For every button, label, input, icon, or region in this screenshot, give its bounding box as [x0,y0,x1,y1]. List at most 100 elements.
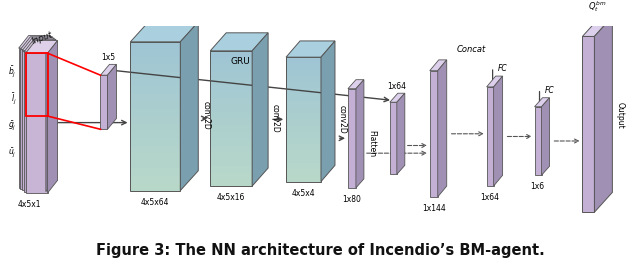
Polygon shape [210,105,252,112]
Polygon shape [131,139,180,146]
Polygon shape [286,82,321,88]
Text: conv2D: conv2D [271,104,280,133]
Polygon shape [430,60,447,71]
Polygon shape [286,144,321,151]
Polygon shape [20,37,52,49]
Polygon shape [534,98,550,107]
Polygon shape [131,101,180,109]
Polygon shape [131,161,180,168]
Polygon shape [180,22,198,191]
Polygon shape [131,183,180,191]
Polygon shape [210,98,252,105]
Polygon shape [582,36,595,212]
Polygon shape [493,76,502,186]
Polygon shape [390,93,405,102]
Polygon shape [430,71,438,197]
Polygon shape [286,70,321,76]
Polygon shape [286,132,321,138]
Polygon shape [26,41,58,53]
Polygon shape [40,36,51,188]
Polygon shape [131,49,180,57]
Polygon shape [390,102,397,174]
Polygon shape [131,42,180,49]
Polygon shape [210,172,252,179]
Polygon shape [22,38,54,51]
Polygon shape [108,64,116,129]
Text: $Q_t^{bm}$: $Q_t^{bm}$ [588,0,607,14]
Polygon shape [47,41,58,193]
Polygon shape [286,151,321,157]
Text: $\bar{u}_j$: $\bar{u}_j$ [8,146,17,159]
Polygon shape [210,33,268,51]
Polygon shape [131,146,180,154]
Polygon shape [131,176,180,183]
Polygon shape [19,36,51,48]
Text: 1x64: 1x64 [480,193,499,202]
Polygon shape [131,109,180,116]
Text: Concat: Concat [457,45,486,54]
Polygon shape [286,163,321,169]
Polygon shape [131,79,180,87]
Text: 4x5x64: 4x5x64 [141,198,170,207]
Text: 1x6: 1x6 [531,182,545,191]
Polygon shape [486,87,493,186]
Text: Input: Input [31,30,54,46]
Polygon shape [210,159,252,166]
Polygon shape [22,51,44,190]
Polygon shape [131,116,180,124]
Polygon shape [210,139,252,146]
Polygon shape [397,93,405,174]
Polygon shape [286,95,321,101]
Polygon shape [252,33,268,186]
Text: 4x5x16: 4x5x16 [217,193,245,202]
Polygon shape [541,98,550,175]
Polygon shape [131,64,180,72]
Polygon shape [534,107,541,175]
Polygon shape [210,71,252,78]
Polygon shape [131,131,180,139]
Polygon shape [286,138,321,144]
Polygon shape [286,57,321,63]
Polygon shape [210,146,252,152]
Polygon shape [210,119,252,125]
Polygon shape [210,125,252,132]
Polygon shape [348,89,356,188]
Polygon shape [286,125,321,132]
Polygon shape [131,94,180,101]
Polygon shape [286,119,321,125]
Text: $\bar{g}_j$: $\bar{g}_j$ [8,119,17,132]
Polygon shape [20,49,42,189]
Text: $\bar{l}_j$: $\bar{l}_j$ [11,91,17,106]
Polygon shape [42,37,52,189]
Text: 4x5x1: 4x5x1 [18,200,42,209]
Polygon shape [321,41,335,182]
Polygon shape [24,39,56,52]
Polygon shape [210,91,252,98]
Text: FC: FC [545,86,554,95]
Polygon shape [210,112,252,119]
Polygon shape [595,17,612,212]
Polygon shape [286,101,321,107]
Text: FC: FC [498,64,508,73]
Polygon shape [210,132,252,139]
Polygon shape [210,51,252,58]
Polygon shape [131,168,180,176]
Text: 4x5x4: 4x5x4 [291,189,315,198]
Polygon shape [210,152,252,159]
Polygon shape [486,76,502,87]
Polygon shape [286,175,321,182]
Polygon shape [131,154,180,161]
Text: Output: Output [615,102,625,129]
Polygon shape [286,76,321,82]
Polygon shape [210,58,252,64]
Polygon shape [24,52,46,192]
Text: Figure 3: The NN architecture of Incendio’s BM-agent.: Figure 3: The NN architecture of Incendi… [95,243,545,258]
Polygon shape [286,169,321,175]
Polygon shape [286,113,321,119]
Polygon shape [26,53,47,193]
Polygon shape [286,107,321,113]
Polygon shape [210,85,252,91]
Polygon shape [210,179,252,186]
Polygon shape [356,80,364,188]
Polygon shape [286,157,321,163]
